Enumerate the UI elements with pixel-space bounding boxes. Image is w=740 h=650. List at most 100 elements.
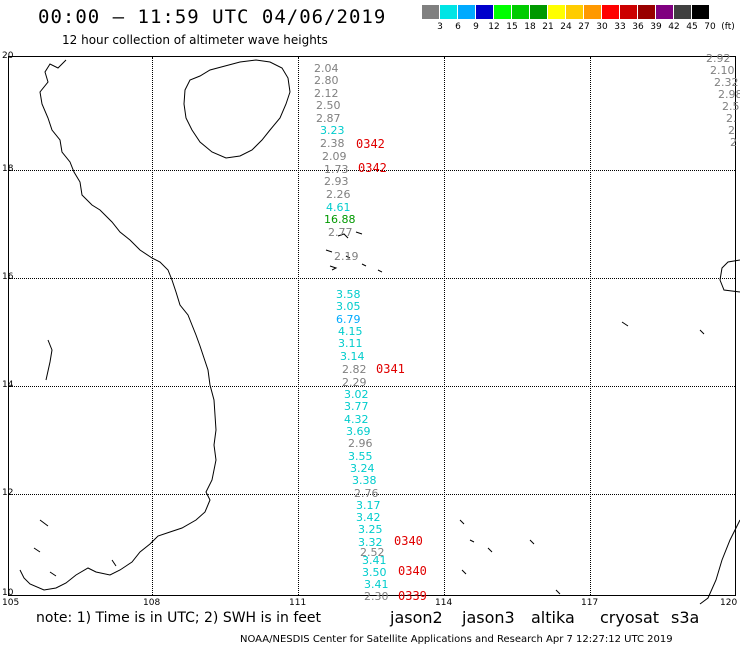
scale-label: 27 [578,22,590,32]
wave-height-value: 3.32 [358,536,383,549]
scale-label: 15 [506,22,518,32]
wave-height-value: 4.61 [326,201,351,214]
wave-height-value: 3.69 [346,425,371,438]
grid-line-117 [590,57,591,595]
wave-height-value: 2.5 [722,100,740,113]
scale-label: 3 [437,22,443,32]
wave-height-value: 3.42 [356,511,381,524]
wave-height-value: 3.25 [358,523,383,536]
wave-height-value: 2.50 [316,99,341,112]
lat-label-16: 16 [2,272,14,282]
lat-label-20: 20 [2,51,14,61]
scale-swatch [476,5,494,19]
wave-height-value: 2.38 [320,137,345,150]
wave-height-value: 3.55 [348,450,373,463]
wave-height-value: 4.32 [344,413,369,426]
map-frame [8,56,736,596]
scale-swatch [530,5,548,19]
wave-height-value: 1.73 [324,163,349,176]
pass-time-label: 0342 [358,161,387,175]
lon-label-105: 105 [2,598,20,608]
wave-height-value: 2.52 [360,546,385,559]
paracel-islands [325,231,383,273]
scale-label: 12 [488,22,500,32]
wave-height-value: 2.26 [326,188,351,201]
wave-height-value: 2.04 [314,62,339,75]
scale-label: 24 [560,22,572,32]
wave-height-value: 2 [728,124,735,137]
scale-label: 33 [614,22,626,32]
lat-label-10: 10 [2,588,14,598]
grid-line-18 [9,170,735,171]
wave-height-value: 3.24 [350,462,375,475]
wave-height-value: 2.93 [324,175,349,188]
wave-height-value: 2.77 [328,226,353,239]
palawan-coastline [699,519,740,605]
grid-line-16 [9,278,735,279]
wave-height-value: 2.80 [314,74,339,87]
scale-label: 9 [473,22,479,32]
scale-label: 6 [455,22,461,32]
map-title: 00:00 – 11:59 UTC 04/06/2019 [38,6,387,28]
wave-height-value: 4.15 [338,325,363,338]
scale-swatch [656,5,674,19]
lat-label-18: 18 [2,164,14,174]
footer-note: note: 1) Time is in UTC; 2) SWH is in fe… [36,610,322,626]
lon-label-117: 117 [581,598,599,608]
wave-height-value: 2.87 [316,112,341,125]
wave-height-value: 2.96 [348,437,373,450]
wave-height-value: 3.41 [364,578,389,591]
scale-label: 36 [632,22,644,32]
wave-height-value: 3.50 [362,566,387,579]
wave-height-value: 2.92 [706,52,731,65]
pass-time-label: 0342 [356,137,385,151]
scale-label: 42 [668,22,680,32]
coastal-islets [33,339,117,577]
scale-label: 21 [542,22,554,32]
wave-height-value: 2. [726,112,737,125]
scale-swatch [620,5,638,19]
luzon-coastline [719,259,740,293]
scale-swatch [638,5,656,19]
wave-height-value: 2.32 [714,76,739,89]
wave-height-value: 2.19 [334,250,359,263]
wave-height-value: 3.05 [336,300,361,313]
wave-height-value: 2.10 [710,64,735,77]
mainland-coastline [19,59,217,591]
scale-swatch [422,5,440,19]
wave-height-value: 3.23 [320,124,345,137]
hainan-coastline [183,59,291,159]
scale-swatch [458,5,476,19]
wave-height-value: 2.76 [354,487,379,500]
scale-label: 18 [524,22,536,32]
wave-height-value: 2.29 [342,376,367,389]
grid-line-108 [152,57,153,595]
wave-height-value: 2.98 [718,88,740,101]
lat-label-12: 12 [2,488,14,498]
wave-height-value: 3.41 [362,554,387,567]
wave-height-value: 3.02 [344,388,369,401]
scale-label: 45 [686,22,698,32]
satellite-jason3: jason3 [462,608,515,627]
credit-line: NOAA/NESDIS Center for Satellite Applica… [240,634,673,645]
lon-label-108: 108 [143,598,161,608]
satellite-cryosat: cryosat [600,608,660,627]
lon-label-114: 114 [435,598,453,608]
scale-swatch [548,5,566,19]
grid-line-111 [298,57,299,595]
spratly-islands [459,321,705,595]
satellite-altika: altika [531,608,575,627]
wave-height-value: 2.09 [322,150,347,163]
wave-height-value: 3.14 [340,350,365,363]
scale-swatch [692,5,710,19]
scale-swatch [512,5,530,19]
lon-label-120: 120 [720,598,738,608]
scale-label: 39 [650,22,662,32]
wave-height-value: 2 [730,136,737,149]
pass-time-label: 0341 [376,362,405,376]
wave-height-value: 16.88 [324,213,356,226]
wave-height-value: 2.30 [364,590,389,603]
wave-height-value: 3.17 [356,499,381,512]
wave-height-value: 2.82 [342,363,367,376]
scale-label: 70 [704,22,716,32]
